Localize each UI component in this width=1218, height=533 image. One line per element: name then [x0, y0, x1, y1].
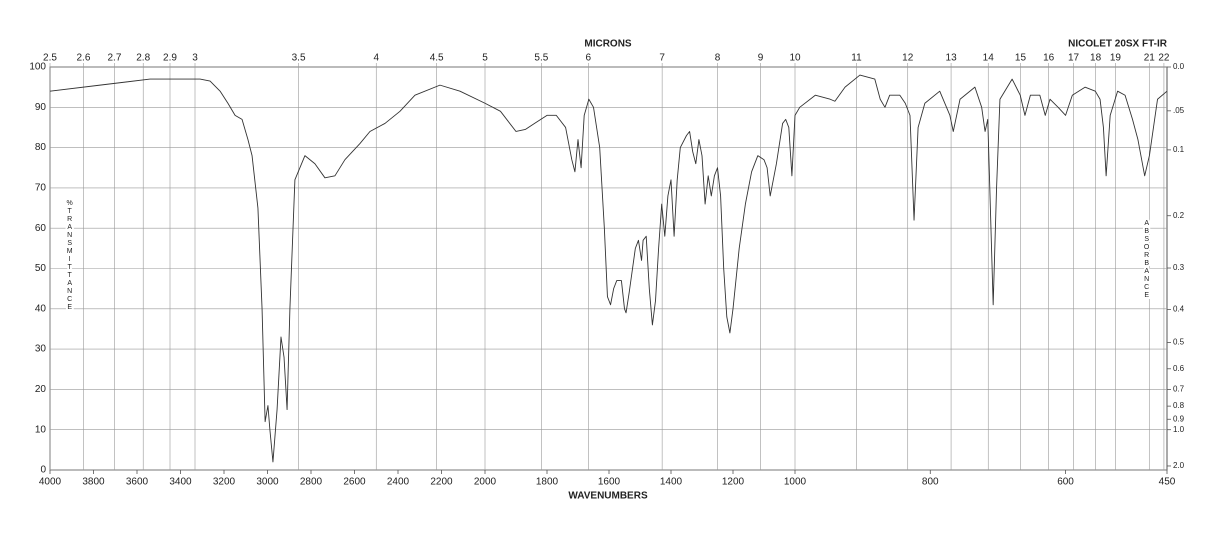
y-tick-label: 100 [29, 62, 46, 73]
y2-tick-label: 2.0 [1173, 461, 1185, 470]
x-tick-label: 1800 [536, 477, 559, 488]
x2-tick-label: 9 [758, 53, 764, 64]
x-tick-label: 1200 [722, 477, 745, 488]
x-tick-label: 2800 [300, 477, 323, 488]
x2-tick-label: 21 [1144, 53, 1156, 64]
x2-tick-label: 5.5 [534, 53, 548, 64]
y-tick-label: 20 [35, 384, 47, 395]
y2-tick-label: 0.6 [1173, 364, 1185, 373]
x-tick-label: 1600 [598, 477, 621, 488]
y-tick-label: 0 [40, 465, 46, 476]
x2-tick-label: 2.7 [107, 53, 121, 64]
y2-tick-label: 0.4 [1173, 305, 1185, 314]
x2-tick-label: 2.6 [77, 53, 91, 64]
x2-tick-label: 18 [1090, 53, 1102, 64]
x-tick-label: 3000 [256, 477, 279, 488]
y2-tick-label: 0.2 [1173, 211, 1185, 220]
x2-tick-label: 4 [373, 53, 379, 64]
y-tick-label: 90 [35, 102, 47, 113]
y2-axis-label: ABSORBANCE [1143, 220, 1150, 300]
x-tick-label: 3200 [213, 477, 236, 488]
y2-tick-label: 0.1 [1173, 145, 1185, 154]
x2-tick-label: 10 [789, 53, 801, 64]
x2-tick-label: 15 [1015, 53, 1027, 64]
x-tick-label: 2200 [430, 477, 453, 488]
x2-axis-label: MICRONS [584, 39, 632, 50]
x2-tick-label: 17 [1068, 53, 1080, 64]
x2-tick-label: 3 [192, 53, 198, 64]
x2-tick-label: 4.5 [430, 53, 444, 64]
chart-title: NICOLET 20SX FT-IR [1068, 39, 1168, 50]
y-tick-label: 50 [35, 263, 47, 274]
y2-tick-label: 0.0 [1173, 62, 1185, 71]
y-tick-label: 70 [35, 183, 47, 194]
y-tick-label: 10 [35, 424, 47, 435]
y-tick-label: 40 [35, 303, 47, 314]
x2-tick-label: 16 [1043, 53, 1055, 64]
x-tick-label: 1000 [784, 477, 807, 488]
y2-tick-label: 1.0 [1173, 425, 1185, 434]
y2-tick-label: .05 [1173, 106, 1185, 115]
x2-tick-label: 22 [1158, 53, 1170, 64]
x2-tick-label: 12 [902, 53, 914, 64]
x-tick-label: 2400 [387, 477, 410, 488]
x-tick-label: 2000 [474, 477, 497, 488]
y2-tick-label: 0.9 [1173, 414, 1185, 423]
x-tick-label: 600 [1057, 477, 1074, 488]
x2-tick-label: 7 [659, 53, 665, 64]
y-tick-label: 30 [35, 344, 47, 355]
x-tick-label: 3400 [169, 477, 192, 488]
y2-tick-label: 0.5 [1173, 338, 1185, 347]
x2-tick-label: 8 [715, 53, 721, 64]
x-tick-label: 800 [922, 477, 939, 488]
y-tick-label: 60 [35, 223, 47, 234]
x2-tick-label: 3.5 [292, 53, 306, 64]
y2-tick-label: 0.8 [1173, 401, 1185, 410]
y-tick-label: 80 [35, 142, 47, 153]
spectrum-line [49, 74, 1168, 463]
x-tick-label: 4000 [39, 477, 62, 488]
x2-tick-label: 13 [946, 53, 958, 64]
x-tick-label: 2600 [343, 477, 366, 488]
y2-tick-label: 0.7 [1173, 385, 1185, 394]
x2-tick-label: 2.8 [136, 53, 150, 64]
x-tick-label: 3800 [82, 477, 105, 488]
x-tick-label: 450 [1159, 477, 1176, 488]
y-axis-label: %TRANSMITTANCE [66, 200, 73, 312]
x-axis-label: WAVENUMBERS [568, 491, 648, 502]
x-tick-label: 1400 [660, 477, 683, 488]
x2-tick-label: 2.5 [43, 53, 57, 64]
x2-tick-label: 5 [482, 53, 488, 64]
y2-tick-label: 0.3 [1173, 263, 1185, 272]
x2-tick-label: 11 [851, 53, 862, 64]
x2-tick-label: 6 [586, 53, 592, 64]
x2-tick-label: 19 [1110, 53, 1122, 64]
x2-tick-label: 2.9 [163, 53, 177, 64]
x-tick-label: 3600 [126, 477, 149, 488]
x2-tick-label: 14 [983, 53, 995, 64]
